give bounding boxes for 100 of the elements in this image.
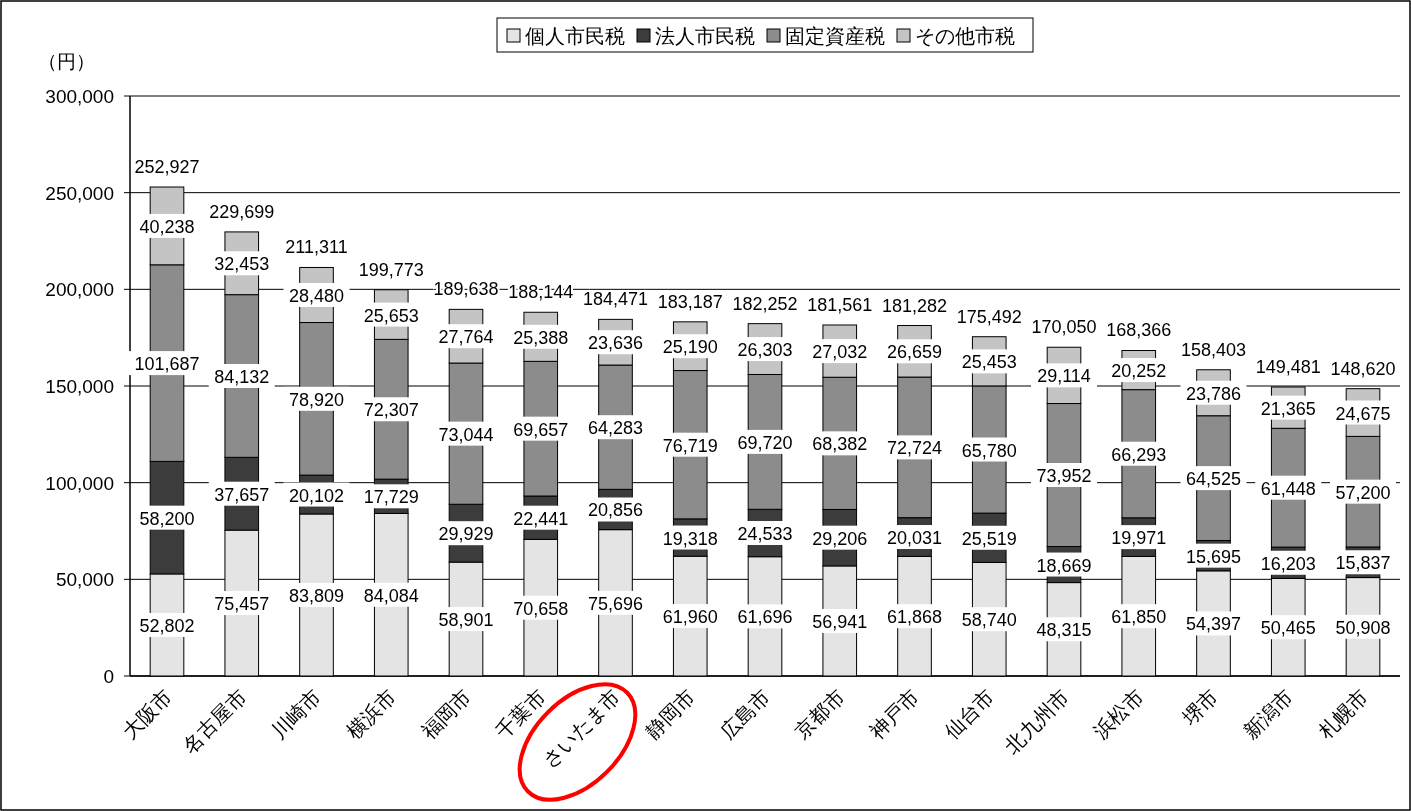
total-label: 181,561 (807, 294, 873, 315)
data-label: 27,032 (812, 342, 868, 363)
total-label: 158,403 (1180, 339, 1247, 360)
x-tick-label: 新潟市 (1239, 685, 1298, 744)
data-label: 54,397 (1185, 614, 1242, 635)
data-label: 26,303 (737, 340, 793, 361)
data-label: 68,382 (812, 434, 868, 455)
total-label: 181,282 (881, 295, 948, 316)
x-tick-label: 川崎市 (267, 685, 326, 744)
data-label: 22,441 (513, 508, 569, 529)
total-label: 184,471 (582, 289, 649, 310)
total-label: 183,187 (657, 291, 723, 312)
data-label: 15,837 (1335, 553, 1391, 574)
total-label: 168,366 (1106, 320, 1172, 341)
data-label: 15,695 (1185, 546, 1242, 567)
y-tick-label: 300,000 (45, 86, 114, 107)
legend-label: 個人市民税 (525, 25, 625, 47)
total-label: 211,311 (285, 237, 348, 258)
data-label: 72,307 (363, 400, 419, 421)
total-label: 229,699 (209, 201, 275, 222)
total-label: 149,481 (1255, 357, 1321, 377)
y-tick-label: 250,000 (45, 182, 114, 204)
data-label: 25,453 (961, 352, 1017, 373)
legend-label: 法人市民税 (655, 25, 755, 47)
data-label: 66,293 (1111, 444, 1167, 465)
data-label: 73,044 (438, 424, 494, 445)
y-tick-label: 150,000 (45, 376, 114, 397)
data-label: 64,283 (587, 418, 644, 439)
x-tick-label: 静岡市 (641, 685, 700, 744)
data-label: 32,453 (214, 254, 270, 275)
x-tick-label: 神戸市 (865, 685, 924, 744)
data-label: 83,809 (288, 585, 345, 606)
x-tick-label: 千葉市 (491, 685, 550, 744)
x-tick-label: 浜松市 (1089, 685, 1148, 744)
data-label: 73,952 (1036, 466, 1092, 487)
data-label: 20,252 (1111, 361, 1167, 382)
data-label: 48,315 (1036, 620, 1092, 641)
x-tick-label: 福岡市 (416, 685, 475, 744)
data-label: 27,764 (438, 327, 494, 348)
x-tick-label: 仙台市 (940, 685, 999, 744)
data-label: 21,365 (1260, 398, 1316, 419)
data-label: 25,190 (662, 337, 718, 358)
data-label: 52,802 (139, 615, 195, 636)
data-label: 61,696 (737, 607, 793, 628)
total-label: 199,773 (358, 259, 424, 280)
data-label: 28,480 (288, 286, 345, 306)
x-tick-label: 大阪市 (117, 685, 176, 744)
legend-label: 固定資産税 (785, 25, 885, 47)
y-tick-label: 200,000 (45, 279, 114, 301)
data-label: 78,920 (288, 389, 345, 410)
total-label: 148,620 (1330, 358, 1396, 379)
data-label: 20,856 (587, 500, 644, 521)
data-label: 84,132 (214, 366, 270, 387)
x-tick-label: 堺市 (1177, 685, 1223, 730)
legend-label: その他市税 (915, 25, 1015, 47)
data-label: 29,929 (438, 524, 494, 545)
data-label: 72,724 (886, 438, 943, 459)
x-tick-label: 京都市 (790, 685, 849, 744)
total-label: 252,927 (134, 157, 200, 178)
x-tick-label: 名古屋市 (178, 685, 251, 758)
data-label: 37,657 (214, 484, 270, 505)
data-label: 69,720 (737, 432, 793, 453)
data-label: 69,657 (513, 419, 569, 440)
data-label: 58,740 (961, 610, 1017, 631)
y-tick-label: 100,000 (45, 472, 114, 494)
data-label: 24,675 (1335, 403, 1391, 424)
data-label: 75,457 (214, 594, 270, 615)
data-label: 58,200 (139, 508, 195, 529)
data-label: 20,102 (288, 485, 345, 506)
data-label: 23,636 (587, 333, 644, 354)
data-label: 56,941 (812, 611, 868, 632)
data-label: 20,031 (886, 528, 943, 549)
x-tick-label: 広島市 (715, 685, 774, 744)
data-label: 76,719 (662, 435, 718, 456)
data-label: 18,669 (1036, 555, 1092, 576)
data-label: 25,519 (961, 528, 1017, 549)
data-label: 29,206 (812, 528, 868, 549)
data-label: 101,687 (134, 354, 200, 375)
data-label: 24,533 (737, 524, 793, 545)
data-label: 29,114 (1037, 366, 1091, 387)
y-axis-title: （円） (37, 51, 95, 72)
data-label: 26,659 (886, 342, 943, 363)
x-tick-label: 横浜市 (342, 685, 401, 744)
data-label: 61,960 (662, 607, 718, 628)
total-label: 182,252 (732, 293, 798, 314)
data-label: 70,658 (513, 598, 569, 619)
data-label: 17,729 (363, 487, 419, 508)
data-label: 19,318 (662, 528, 718, 549)
data-label: 25,653 (363, 305, 419, 326)
data-label: 23,786 (1185, 383, 1242, 404)
total-label: 170,050 (1031, 317, 1097, 338)
data-label: 75,696 (587, 593, 644, 614)
data-label: 61,448 (1260, 478, 1316, 499)
data-label: 61,850 (1111, 607, 1167, 628)
data-label: 19,971 (1111, 528, 1167, 549)
x-tick-label: 北九州市 (1000, 685, 1073, 758)
data-label: 65,780 (961, 440, 1017, 461)
data-label: 61,868 (886, 607, 943, 628)
data-label: 64,525 (1185, 469, 1242, 490)
y-tick-label: 50,000 (55, 569, 114, 591)
